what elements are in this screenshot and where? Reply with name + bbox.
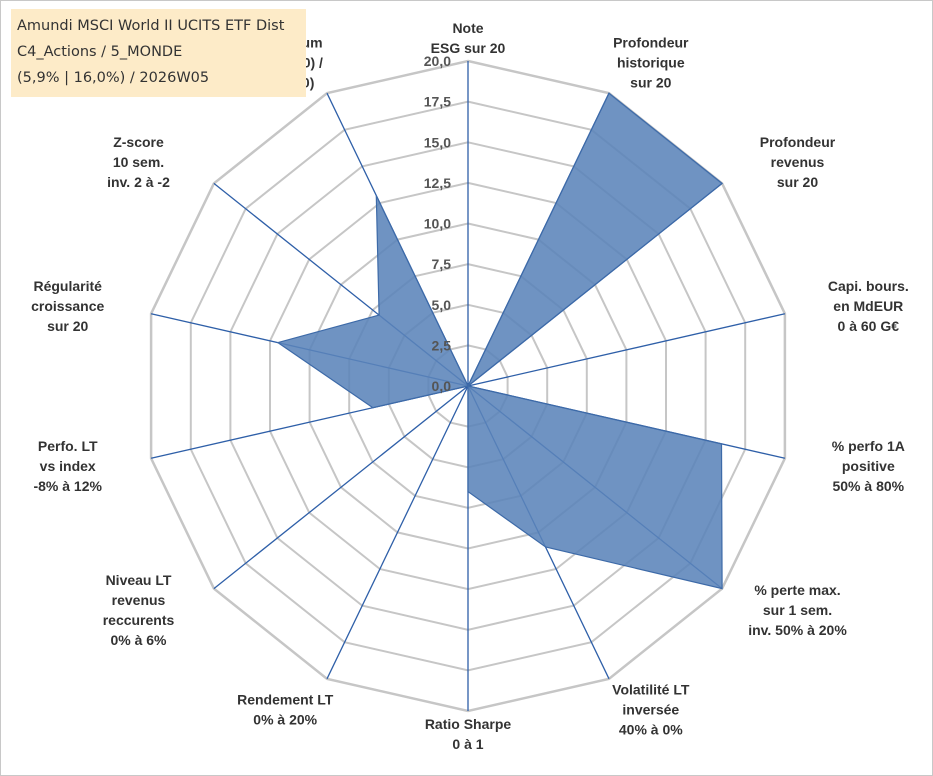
axis-label-11: Perfo. LT vs index -8% à 12% bbox=[33, 438, 102, 494]
axis-label-7: Volatilité LT inversée 40% à 0% bbox=[612, 681, 690, 737]
spoke-10 bbox=[213, 385, 469, 590]
axis-label-line: positive bbox=[842, 458, 895, 474]
axis-label-line: revenus bbox=[112, 592, 166, 608]
axis-label-line: sur 20 bbox=[47, 318, 88, 334]
axis-label-line: vs index bbox=[40, 458, 96, 474]
tick-label-1: 2,5 bbox=[432, 337, 452, 353]
axis-label-13: Z-score 10 sem. inv. 2 à -2 bbox=[107, 134, 170, 190]
radial-tick-labels: 0,0 2,5 5,0 7,5 10,0 12,5 15,0 17,5 20,0 bbox=[424, 53, 451, 394]
axis-label-line: Rendement LT bbox=[237, 691, 334, 707]
axis-label-line: sur 1 sem. bbox=[763, 602, 832, 618]
axis-label-line: inv. 2 à -2 bbox=[107, 174, 170, 190]
axis-label-line: sur 20 bbox=[630, 75, 671, 91]
axis-label-line: Profondeur bbox=[613, 35, 689, 51]
spoke-9 bbox=[326, 385, 469, 680]
chart-title-category: C4_Actions / 5_MONDE bbox=[17, 44, 183, 60]
axis-label-6: % perte max. sur 1 sem. inv. 50% à 20% bbox=[748, 582, 847, 638]
axis-label-line: historique bbox=[617, 55, 685, 71]
axis-label-line: 0 à 60 G€ bbox=[838, 318, 900, 334]
tick-label-5: 12,5 bbox=[424, 175, 451, 191]
axis-label-line: -8% à 12% bbox=[33, 478, 102, 494]
axis-labels: Note ESG sur 20 Profondeur historique sur 20… bbox=[31, 20, 909, 752]
tick-label-7: 17,5 bbox=[424, 94, 451, 110]
axis-label-2: Profondeur historique sur 20 bbox=[613, 35, 689, 91]
axis-label-line: 40% à 0% bbox=[619, 721, 683, 737]
axis-label-line: 10 sem. bbox=[113, 154, 164, 170]
axis-label-line: croissance bbox=[31, 298, 104, 314]
tick-label-4: 10,0 bbox=[424, 216, 451, 232]
axis-label-9: Rendement LT 0% à 20% bbox=[237, 691, 334, 727]
axis-label-line: Volatilité LT bbox=[612, 681, 690, 697]
axis-label-line: en MdEUR bbox=[833, 298, 903, 314]
axis-label-line: ESG sur 20 bbox=[431, 40, 506, 56]
axis-label-line: reccurents bbox=[103, 612, 175, 628]
tick-label-0: 0,0 bbox=[432, 378, 452, 394]
axis-label-line: 50% à 80% bbox=[832, 478, 904, 494]
axis-label-line: 0% à 6% bbox=[110, 632, 167, 648]
spoke-4 bbox=[467, 313, 786, 387]
axis-label-10: Niveau LT revenus reccurents 0% à 6% bbox=[103, 572, 175, 648]
chart-title-box: Amundi MSCI World II UCITS ETF Dist C4_A… bbox=[11, 9, 306, 97]
axis-label-line: 0% à 20% bbox=[253, 711, 317, 727]
axis-label-12: Régularité croissance sur 20 bbox=[31, 278, 104, 334]
axis-label-line: Z-score bbox=[113, 134, 164, 150]
tick-label-3: 7,5 bbox=[432, 256, 452, 272]
axis-label-line: % perte max. bbox=[754, 582, 840, 598]
axis-label-line: Régularité bbox=[33, 278, 102, 294]
tick-label-8: 20,0 bbox=[424, 53, 451, 69]
axis-label-line: sur 20 bbox=[777, 174, 818, 190]
axis-label-8: Ratio Sharpe 0 à 1 bbox=[425, 716, 512, 752]
axis-label-line: Perfo. LT bbox=[38, 438, 98, 454]
axis-label-line: Profondeur bbox=[760, 134, 836, 150]
tick-label-2: 5,0 bbox=[432, 297, 452, 313]
axis-label-line: Capi. bours. bbox=[828, 278, 909, 294]
radar-series bbox=[276, 92, 724, 590]
axis-label-line: % perfo 1A bbox=[832, 438, 905, 454]
chart-title-stats: (5,9% | 16,0%) / 2026W05 bbox=[17, 70, 210, 86]
axis-label-5: % perfo 1A positive 50% à 80% bbox=[832, 438, 905, 494]
axis-label-line: inversée bbox=[622, 701, 679, 717]
axis-label-1: Note ESG sur 20 bbox=[431, 20, 506, 56]
axis-label-4: Capi. bours. en MdEUR 0 à 60 G€ bbox=[828, 278, 909, 334]
axis-label-line: Niveau LT bbox=[106, 572, 172, 588]
axis-label-3: Profondeur revenus sur 20 bbox=[760, 134, 836, 190]
series-area bbox=[276, 92, 724, 590]
axis-label-line: Note bbox=[452, 20, 483, 36]
chart-title-fund: Amundi MSCI World II UCITS ETF Dist bbox=[17, 18, 285, 34]
axis-label-line: revenus bbox=[771, 154, 825, 170]
axis-label-line: Ratio Sharpe bbox=[425, 716, 512, 732]
axis-label-line: 0 à 1 bbox=[452, 736, 483, 752]
axis-label-line: inv. 50% à 20% bbox=[748, 622, 847, 638]
tick-label-6: 15,0 bbox=[424, 134, 451, 150]
